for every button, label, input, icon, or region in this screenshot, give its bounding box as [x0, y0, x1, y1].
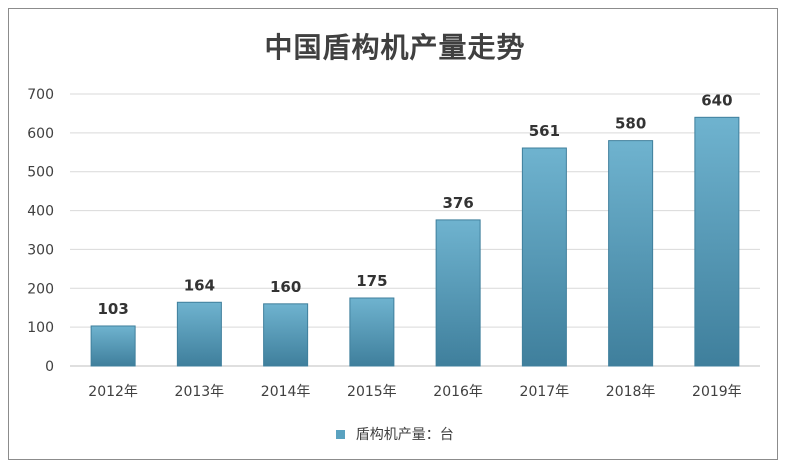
x-tick-label: 2013年 [175, 384, 225, 400]
y-tick-label: 0 [45, 359, 54, 375]
grid-lines [70, 93, 760, 367]
y-tick-label: 400 [27, 204, 54, 220]
bar-2014年 [263, 303, 309, 367]
legend-swatch [336, 429, 346, 439]
y-tick-label: 600 [27, 126, 54, 142]
bars [90, 116, 740, 367]
legend-label: 盾构机产量：台 [355, 427, 454, 443]
x-tick-label: 2018年 [606, 384, 656, 400]
x-tick-label: 2012年 [88, 384, 138, 400]
x-tick-label: 2019年 [692, 384, 742, 400]
x-tick-label: 2016年 [433, 384, 483, 400]
legend: 盾构机产量：台 [0, 424, 790, 444]
y-tick-label: 200 [27, 281, 54, 297]
y-tick-label: 700 [27, 87, 54, 103]
data-label: 640 [701, 91, 732, 109]
bar-2016年 [435, 219, 481, 367]
chart-title: 中国盾构机产量走势 [264, 31, 526, 64]
data-label: 561 [529, 122, 560, 140]
bar-2019年 [694, 116, 740, 367]
y-tick-label: 300 [27, 242, 54, 258]
bar-2018年 [608, 140, 654, 367]
x-tick-label: 2015年 [347, 384, 397, 400]
data-label: 164 [184, 276, 215, 294]
data-label: 103 [97, 300, 128, 318]
bar-2012年 [90, 325, 136, 367]
y-axis-ticks: 0 100 200 300 400 500 600 700 [27, 87, 54, 375]
y-tick-label: 500 [27, 165, 54, 181]
data-label: 160 [270, 278, 301, 296]
data-label: 580 [615, 115, 646, 133]
x-tick-label: 2017年 [520, 384, 570, 400]
data-labels: 103 164 160 175 376 561 580 640 [97, 91, 732, 318]
bar-2017年 [521, 147, 567, 367]
bar-2015年 [349, 297, 395, 367]
data-label: 175 [356, 272, 387, 290]
data-label: 376 [442, 194, 473, 212]
y-tick-label: 100 [27, 320, 54, 336]
bar-2013年 [176, 301, 222, 367]
x-tick-label: 2014年 [261, 384, 311, 400]
x-axis-labels: 2012年 2013年 2014年 2015年 2016年 2017年 2018年 2019年 [88, 384, 741, 400]
